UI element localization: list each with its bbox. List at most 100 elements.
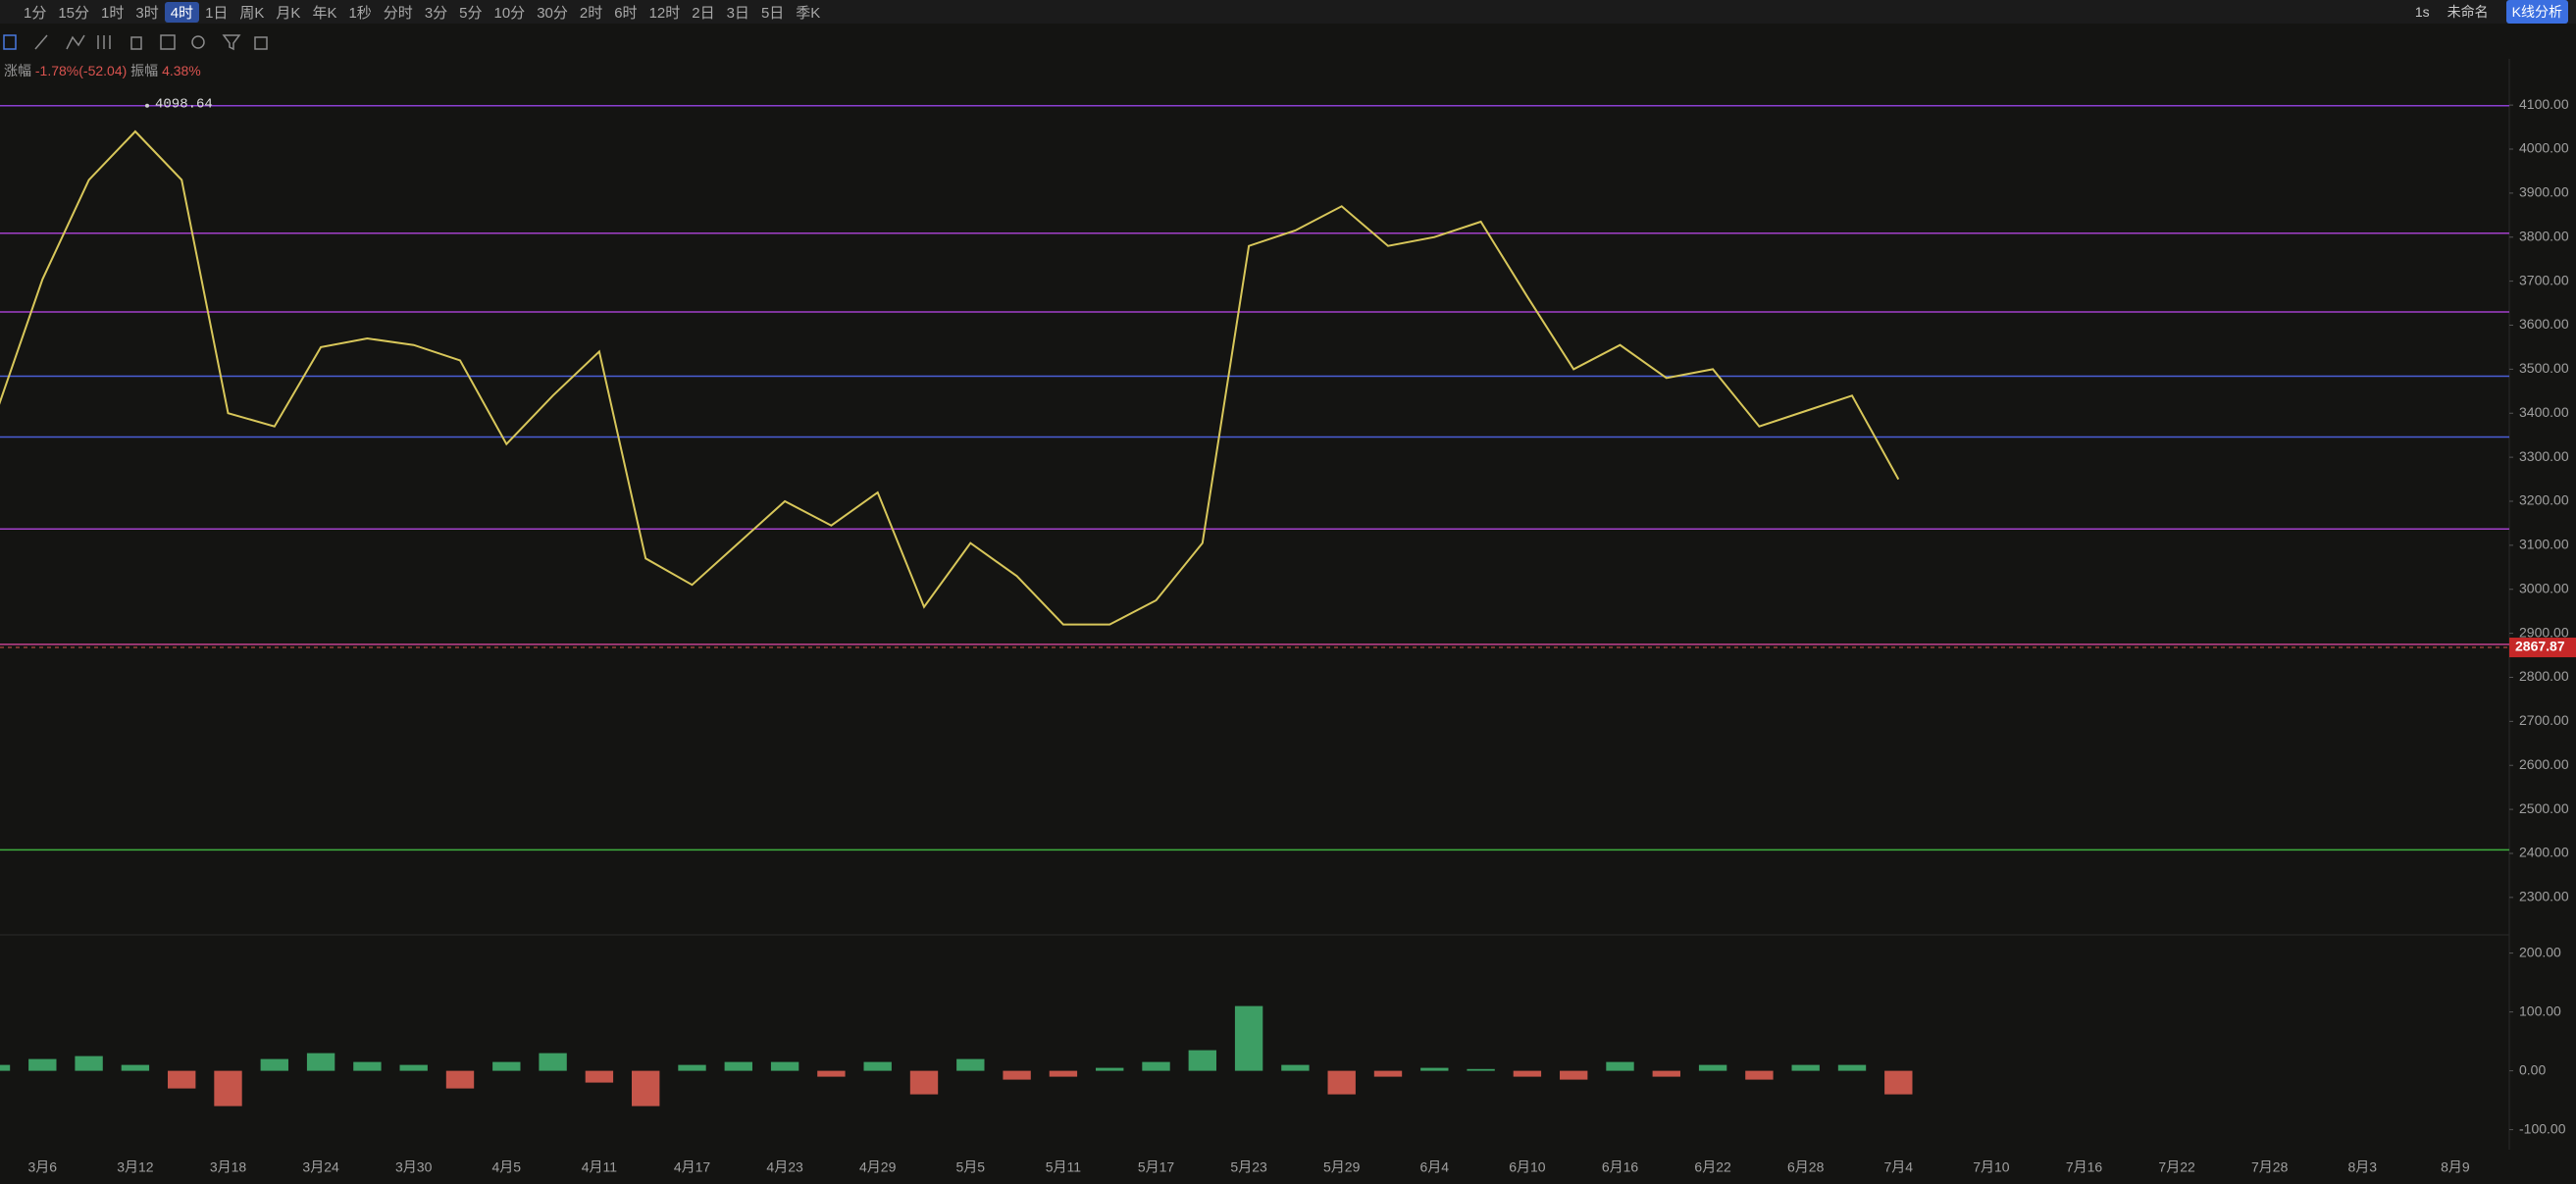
timeframe-button[interactable]: 12时	[648, 4, 681, 22]
timeframe-button[interactable]: 2时	[579, 4, 603, 22]
macd-bar	[1003, 1070, 1031, 1080]
macd-bar	[121, 1064, 150, 1071]
y-tick-label: 2800.00	[2519, 668, 2569, 684]
macd-bar	[539, 1053, 567, 1071]
timeframe-button[interactable]: 5日	[760, 4, 785, 22]
tool-icon[interactable]	[160, 34, 176, 50]
timeframe-button[interactable]: 分时	[383, 4, 413, 22]
macd-bar	[1560, 1070, 1588, 1080]
y-tick-label: 2500.00	[2519, 800, 2569, 816]
y-tick-label: 3000.00	[2519, 580, 2569, 595]
macd-bar	[678, 1064, 706, 1071]
timeframe-button[interactable]: 30分	[537, 4, 568, 22]
tool-icon[interactable]	[3, 34, 17, 50]
x-tick-label: 4月17	[674, 1159, 711, 1175]
y-tick-label: 3600.00	[2519, 316, 2569, 332]
macd-bar	[306, 1053, 335, 1071]
macd-bar	[168, 1070, 196, 1089]
layout-name[interactable]: 未命名	[2447, 4, 2489, 20]
timeframe-button[interactable]: 5分	[459, 4, 483, 22]
timeframe-button[interactable]: 周K	[239, 4, 265, 22]
tool-icon[interactable]	[66, 34, 85, 50]
x-tick-label: 4月29	[859, 1159, 897, 1175]
x-tick-label: 6月28	[1787, 1159, 1825, 1175]
timeframe-button[interactable]: 1秒	[348, 4, 372, 22]
high-marker	[145, 103, 149, 108]
y-tick-label: 4000.00	[2519, 140, 2569, 156]
toolbar-right: 1s 未命名 K线分析	[2415, 0, 2568, 24]
timeframe-button[interactable]: 1分	[24, 4, 47, 22]
y-tick-label: 3700.00	[2519, 272, 2569, 287]
timeframe-button[interactable]: 季K	[796, 4, 821, 22]
timeframe-button[interactable]: 3时	[135, 4, 159, 22]
macd-bar	[1420, 1067, 1449, 1071]
macd-bar	[1698, 1064, 1727, 1071]
timeframe-button[interactable]: 15分	[58, 4, 90, 22]
macd-bar	[1652, 1070, 1680, 1077]
macd-bar	[260, 1058, 288, 1071]
y-tick-label: 3200.00	[2519, 492, 2569, 508]
interval-button[interactable]: 1s	[2414, 4, 2430, 20]
macd-bar	[863, 1061, 892, 1071]
x-tick-label: 6月4	[1420, 1159, 1450, 1175]
macd-bar	[724, 1061, 752, 1071]
x-tick-label: 8月9	[2441, 1159, 2470, 1175]
timeframe-button[interactable]: 10分	[493, 4, 526, 22]
timeframe-button[interactable]: 4时	[164, 1, 200, 23]
macd-bar	[492, 1061, 521, 1071]
analysis-button[interactable]: K线分析	[2505, 0, 2568, 24]
x-tick-label: 8月3	[2348, 1159, 2378, 1175]
macd-bar	[1188, 1050, 1216, 1071]
y-tick-label: 2400.00	[2519, 845, 2569, 860]
macd-bar	[585, 1070, 614, 1083]
timeframe-button[interactable]: 月K	[276, 4, 301, 22]
macd-bar	[1513, 1070, 1542, 1077]
macd-bar	[1234, 1005, 1263, 1071]
x-tick-label: 4月23	[766, 1159, 803, 1175]
tool-icon[interactable]	[97, 35, 111, 49]
macd-bar	[1791, 1064, 1820, 1071]
x-tick-label: 7月16	[2066, 1159, 2103, 1175]
tool-icon[interactable]	[254, 36, 268, 50]
macd-bar	[214, 1070, 242, 1107]
timeframe-button[interactable]: 1时	[101, 4, 125, 22]
x-tick-label: 5月11	[1046, 1159, 1082, 1175]
x-tick-label: 4月11	[582, 1159, 618, 1175]
timeframe-button[interactable]: 2日	[692, 4, 715, 22]
macd-bar	[75, 1055, 103, 1071]
high-annotation: 4098.64	[155, 96, 213, 112]
y-tick-label: 3800.00	[2519, 228, 2569, 243]
x-tick-label: 6月16	[1602, 1159, 1639, 1175]
timeframe-button[interactable]: 年K	[312, 4, 337, 22]
last-price-label: 2867.87	[2515, 639, 2565, 654]
macd-bar	[1837, 1064, 1867, 1071]
macd-bar	[28, 1058, 57, 1071]
y-tick-label: 4100.00	[2519, 96, 2569, 112]
tool-icon[interactable]	[34, 34, 48, 50]
macd-bar	[956, 1058, 985, 1071]
change-value: -1.78%(-52.04)	[34, 63, 128, 78]
tool-icon[interactable]	[130, 36, 142, 50]
tool-icon[interactable]	[222, 34, 241, 51]
x-tick-label: 6月22	[1694, 1159, 1731, 1175]
tool-icon[interactable]	[191, 35, 205, 49]
y-tick-label: 2900.00	[2519, 624, 2569, 640]
x-tick-label: 5月29	[1323, 1159, 1361, 1175]
x-tick-label: 3月12	[117, 1159, 154, 1175]
timeframe-button[interactable]: 6时	[614, 4, 638, 22]
macd-bar	[1281, 1064, 1310, 1071]
timeframe-button[interactable]: 3分	[424, 4, 448, 22]
x-tick-label: 5月17	[1138, 1159, 1175, 1175]
y-tick-label: 2300.00	[2519, 889, 2569, 904]
x-tick-label: 3月30	[395, 1159, 433, 1175]
timeframe-button[interactable]: 3日	[726, 4, 749, 22]
y-tick-label: 200.00	[2519, 944, 2561, 959]
timeframe-button[interactable]: 1日	[205, 4, 229, 22]
macd-bar	[1327, 1070, 1356, 1095]
y-tick-label: 2700.00	[2519, 712, 2569, 728]
macd-bar	[353, 1061, 382, 1071]
x-tick-label: 3月24	[302, 1159, 339, 1175]
macd-bar	[1884, 1070, 1913, 1095]
